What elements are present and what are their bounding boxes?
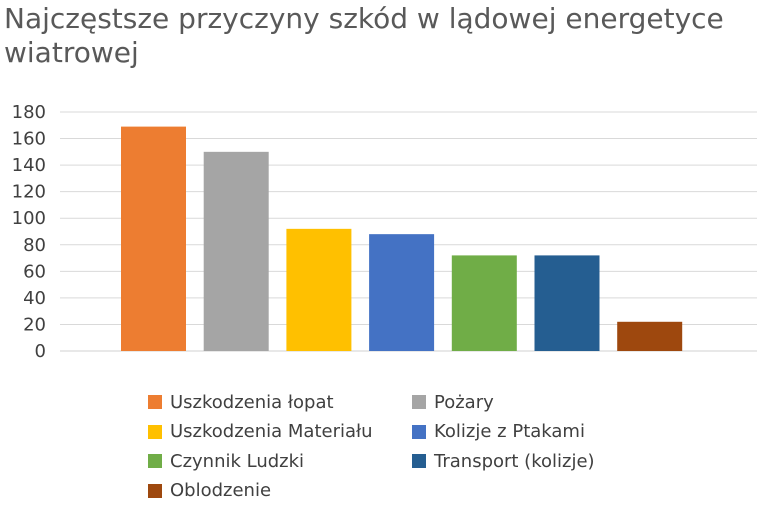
legend-label: Pożary <box>434 391 494 413</box>
bar-1 <box>121 126 186 351</box>
y-tick-label: 80 <box>23 235 46 256</box>
legend-swatch <box>148 424 162 439</box>
legend-swatch <box>148 395 162 409</box>
legend-label: Kolizje z Ptakami <box>434 421 585 442</box>
bar-5 <box>451 255 517 351</box>
y-tick-label: 100 <box>12 208 46 229</box>
bars <box>121 126 683 351</box>
legend-item: Transport (kolizje) <box>412 449 595 473</box>
y-tick-label: 120 <box>12 182 46 203</box>
bar-2 <box>203 151 269 351</box>
legend-item: Oblodzenie <box>148 479 271 503</box>
legend-swatch <box>412 424 426 439</box>
bar-7 <box>617 321 683 351</box>
legend-swatch <box>148 483 162 498</box>
legend-swatch <box>412 395 426 409</box>
legend-label: Uszkodzenia Materiału <box>170 421 373 442</box>
legend-swatch <box>148 454 162 468</box>
y-tick-label: 60 <box>23 261 46 282</box>
y-tick-label: 0 <box>35 341 46 362</box>
legend-item: Uszkodzenia Materiału <box>148 420 373 444</box>
legend-label: Uszkodzenia łopat <box>170 391 334 413</box>
bar-4 <box>369 234 435 351</box>
legend-item: Czynnik Ludzki <box>148 449 304 473</box>
legend-label: Oblodzenie <box>170 480 272 501</box>
y-tick-label: 160 <box>12 129 46 150</box>
y-tick-label: 40 <box>23 288 46 309</box>
legend-item: Kolizje z Ptakami <box>412 420 585 444</box>
legend-item: Pożary <box>412 390 494 414</box>
y-tick-label: 180 <box>12 102 46 123</box>
legend-label: Transport (kolizje) <box>434 450 595 472</box>
bar-chart: 0 20 40 60 80 100 120 140 160 180 <box>12 102 757 362</box>
bar-3 <box>286 228 352 351</box>
legend-swatch <box>412 454 426 468</box>
chart-title: Najczęstsze przyczyny szkód w lądowej en… <box>4 2 724 69</box>
y-tick-label: 20 <box>23 314 46 335</box>
y-axis-tick-labels: 0 20 40 60 80 100 120 140 160 180 <box>12 102 46 362</box>
legend-label: Czynnik Ludzki <box>170 450 305 472</box>
legend-item: Uszkodzenia łopat <box>148 390 334 414</box>
y-tick-label: 140 <box>12 155 46 176</box>
bar-6 <box>534 255 600 351</box>
